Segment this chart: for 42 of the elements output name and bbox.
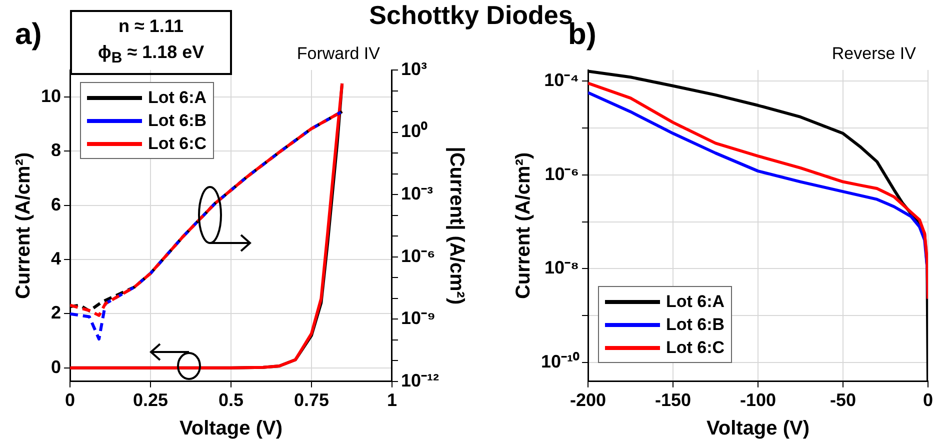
legend-label: Lot 6:B — [148, 110, 207, 130]
x-tick-label: 0 — [65, 390, 76, 410]
text: a) — [15, 18, 42, 52]
y2-tick-label: 10⁻⁹ — [400, 308, 436, 328]
y-tick-label: 2 — [51, 302, 62, 323]
x-tick-label: -150 — [654, 390, 692, 410]
x-tick-label: 1 — [386, 390, 397, 410]
y2-axis-title: |Current| (A/cm²) — [445, 146, 468, 305]
x-tick-label: 0 — [922, 390, 934, 410]
y-tick-label: 0 — [51, 356, 62, 377]
y2-tick-label: 10⁻³ — [400, 184, 434, 204]
chart-subtitle: Forward IV — [296, 44, 380, 64]
y2-tick-label: 10⁻⁶ — [400, 246, 436, 266]
legend-label: Lot 6:A — [666, 292, 725, 312]
x-axis-title: Voltage (V) — [706, 418, 810, 440]
x-tick-label: 0.75 — [294, 390, 330, 410]
y-axis-title: Current (A/cm²) — [512, 152, 535, 300]
legend-label: Lot 6:A — [148, 88, 207, 108]
x-tick-label: -100 — [740, 390, 776, 410]
y-tick-label: 6 — [51, 194, 62, 214]
legend-label: Lot 6:B — [666, 314, 725, 335]
x-tick-label: 0.25 — [132, 390, 168, 410]
chart-subtitle: Reverse IV — [832, 44, 916, 64]
x-tick-label: -50 — [830, 390, 856, 410]
y-tick-label: 8 — [51, 140, 62, 160]
text: n ≈ 1.11 — [118, 15, 184, 38]
x-tick-label: 0.5 — [218, 390, 244, 410]
x-axis-title: Voltage (V) — [180, 418, 282, 440]
legend-label: Lot 6:C — [148, 134, 207, 154]
y-tick-label: 4 — [51, 248, 62, 269]
y-tick-label: 10⁻⁸ — [544, 258, 580, 278]
y-tick-label: 10⁻⁶ — [544, 164, 580, 184]
y2-tick-label: 10⁻¹² — [400, 370, 440, 390]
y-tick-label: 10⁻¹⁰ — [541, 352, 580, 372]
legend-label: Lot 6:C — [666, 338, 725, 358]
x-tick-label: -200 — [570, 390, 606, 410]
y-axis-title: Current (A/cm²) — [12, 152, 35, 300]
text: ϕ$_{B}$ ≈ 1.18 eV — [96, 41, 206, 69]
y2-tick-label: 10³ — [400, 58, 428, 79]
y2-tick-label: 10⁰ — [400, 121, 428, 142]
y-tick-label: 10⁻⁴ — [544, 70, 580, 90]
y-tick-label: 10 — [40, 86, 62, 106]
